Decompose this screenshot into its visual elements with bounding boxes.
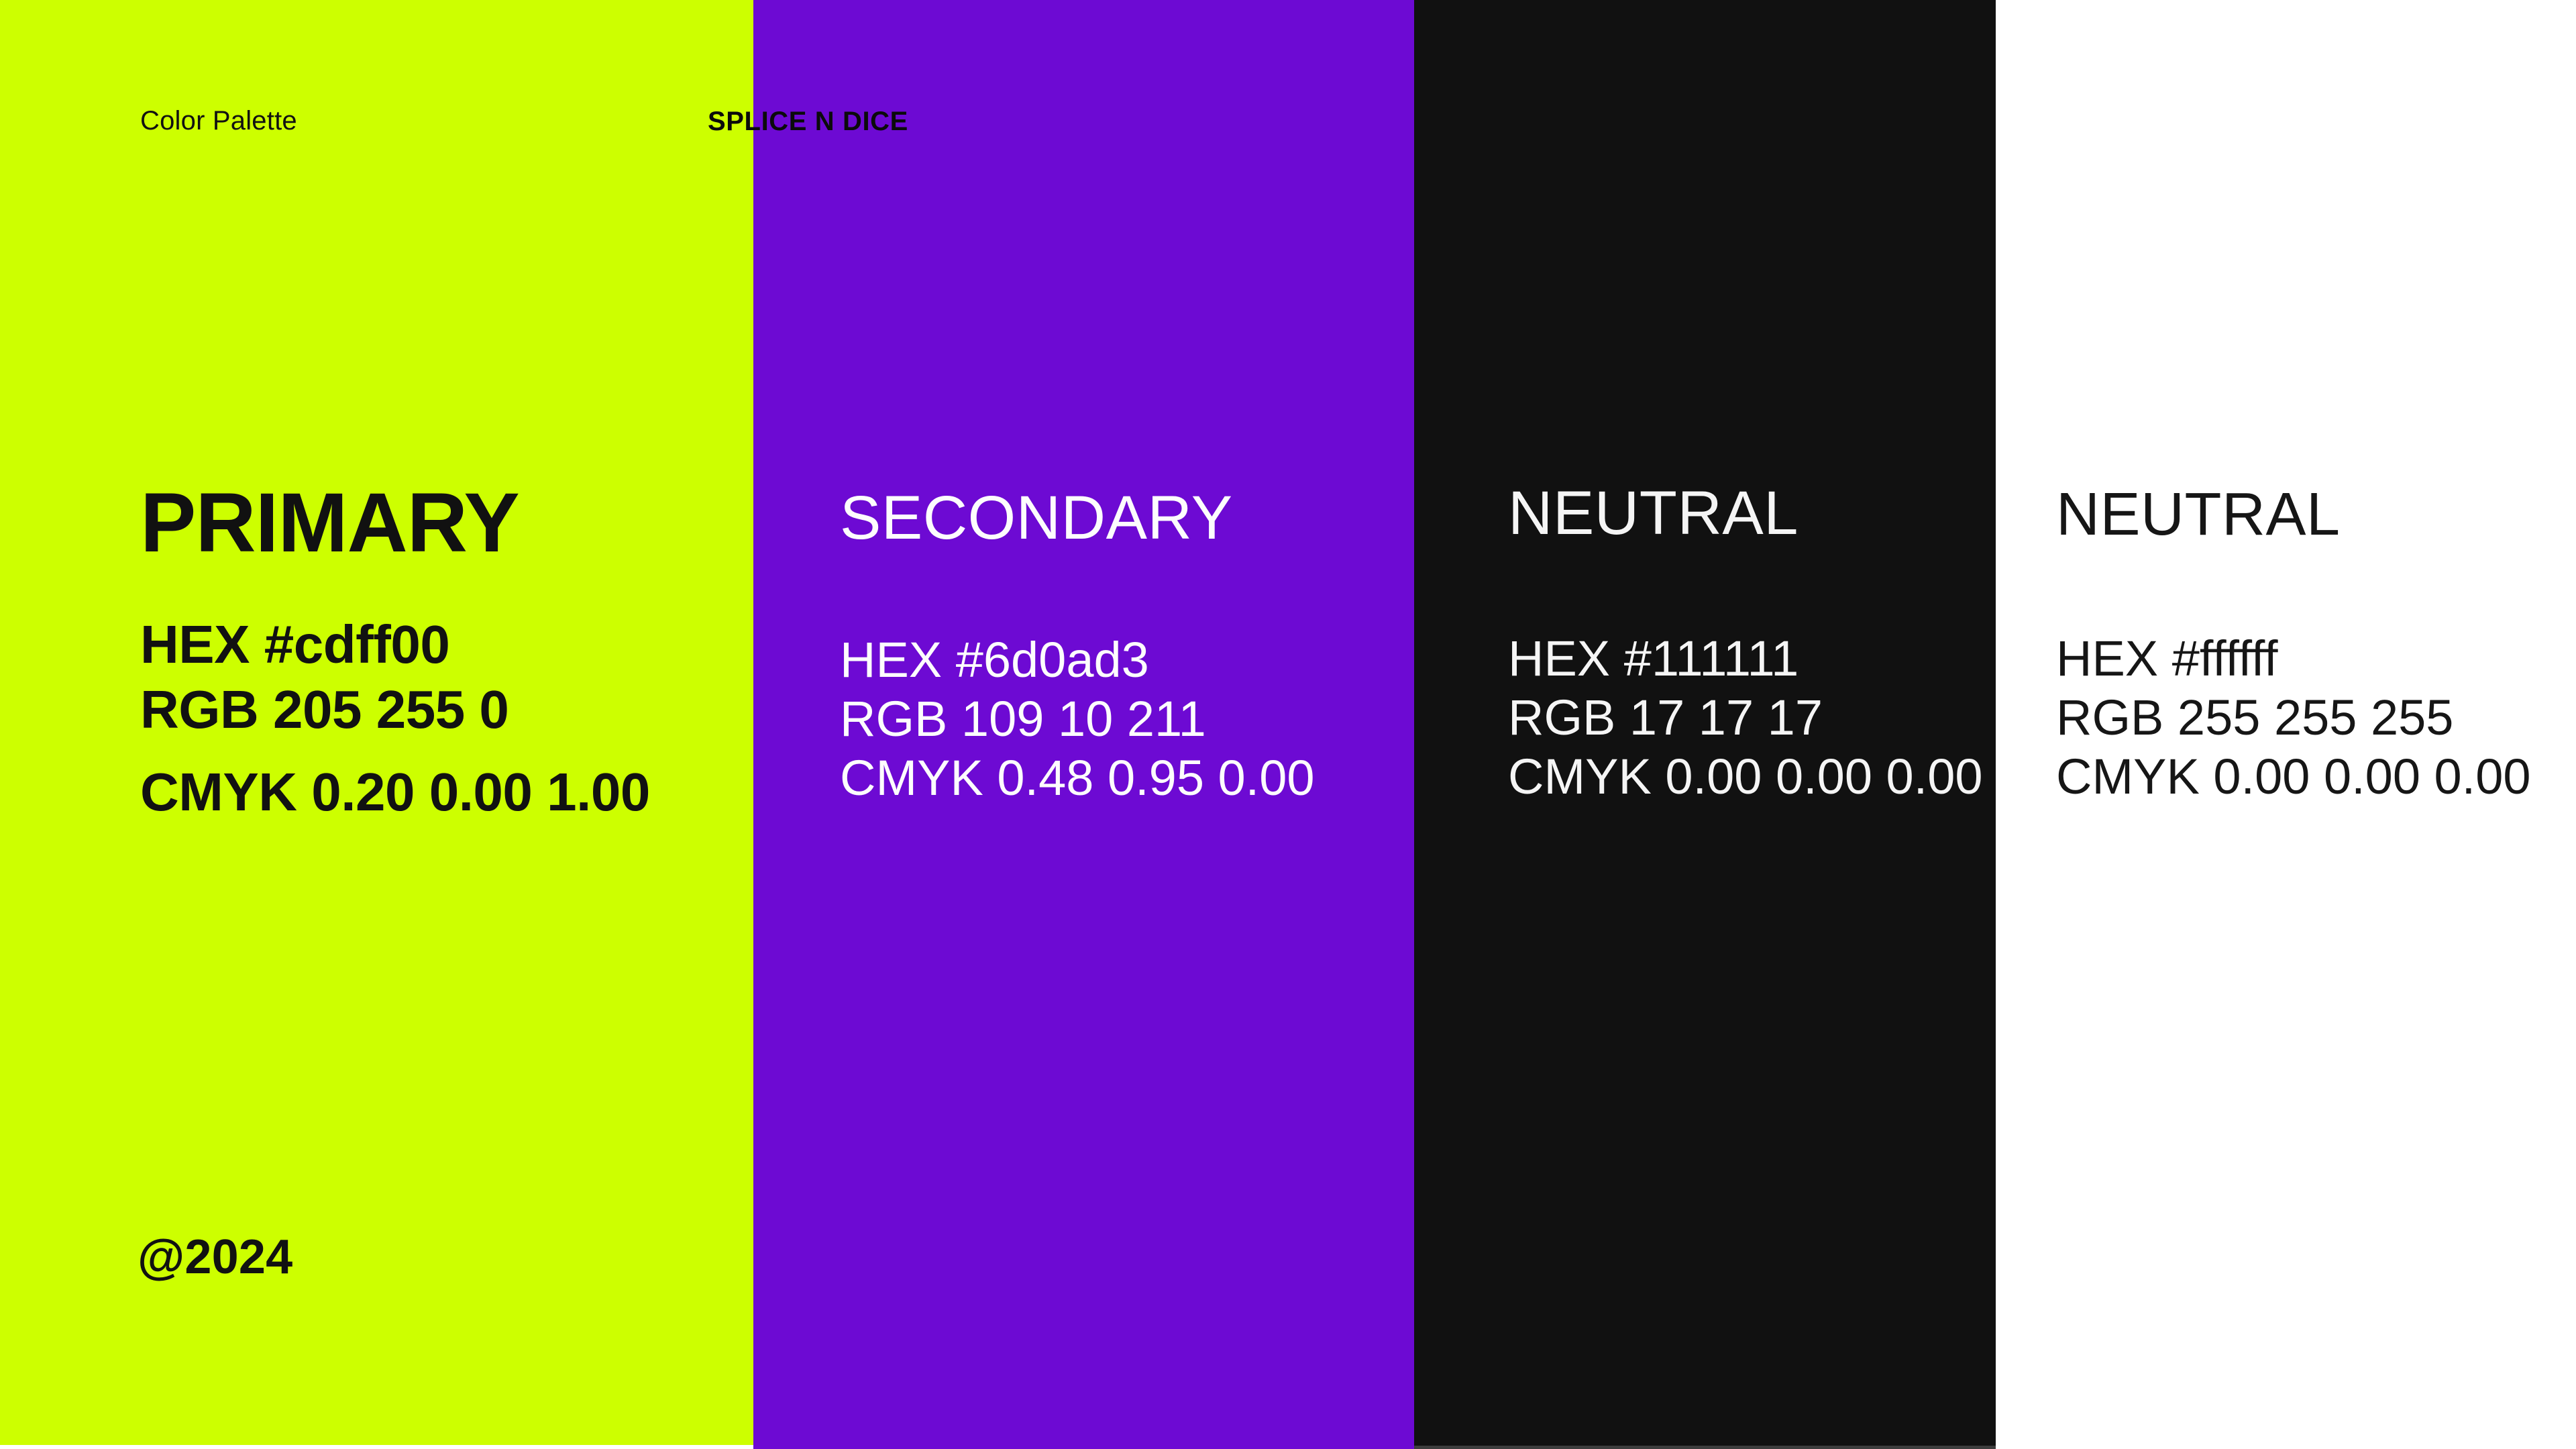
swatch-column-neutral-dark: NEUTRAL HEX #111111 RGB 17 17 17 CMYK 0.… — [1414, 0, 1996, 1449]
swatch-role-title: NEUTRAL — [2056, 481, 2341, 548]
rgb-value: RGB 17 17 17 — [1508, 690, 1823, 745]
swatch-column-neutral-light: NEUTRAL HEX #ffffff RGB 255 255 255 CMYK… — [1996, 0, 2576, 1449]
brand-wordmark: SPLICE N DICE — [708, 107, 908, 136]
page-title: Color Palette — [140, 106, 297, 136]
rgb-value: RGB 109 10 211 — [840, 691, 1206, 747]
year-label: @2024 — [138, 1230, 293, 1284]
cmyk-value: CMYK 0.00 0.00 0.00 — [2056, 749, 2531, 804]
hex-value: HEX #111111 — [1508, 631, 1799, 686]
swatch-role-title: SECONDARY — [840, 484, 1233, 552]
column-bottom-edge — [1414, 1446, 1996, 1449]
swatch-role-title: PRIMARY — [140, 476, 520, 570]
hex-value: HEX #ffffff — [2056, 631, 2278, 686]
swatch-specs: HEX #ffffff RGB 255 255 255 CMYK 0.00 0.… — [2056, 629, 2531, 806]
hex-value: HEX #6d0ad3 — [840, 632, 1149, 688]
swatch-role-title: NEUTRAL — [1508, 479, 1799, 547]
cmyk-value: CMYK 0.48 0.95 0.00 — [840, 750, 1315, 806]
hex-value: HEX #cdff00 — [140, 614, 450, 674]
swatch-specs: HEX #6d0ad3 RGB 109 10 211 CMYK 0.48 0.9… — [840, 631, 1315, 808]
rgb-value: RGB 255 255 255 — [2056, 690, 2454, 745]
cmyk-value: CMYK 0.20 0.00 1.00 — [140, 762, 650, 822]
swatch-column-secondary: SECONDARY HEX #6d0ad3 RGB 109 10 211 CMY… — [753, 0, 1414, 1449]
swatch-specs: HEX #111111 RGB 17 17 17 CMYK 0.00 0.00 … — [1508, 629, 1983, 806]
swatch-specs: HEX #cdff00 RGB 205 255 0 CMYK 0.20 0.00… — [140, 612, 650, 824]
swatch-column-primary: PRIMARY HEX #cdff00 RGB 205 255 0 CMYK 0… — [0, 0, 753, 1445]
rgb-value: RGB 205 255 0 — [140, 680, 509, 739]
cmyk-value: CMYK 0.00 0.00 0.00 — [1508, 749, 1983, 804]
